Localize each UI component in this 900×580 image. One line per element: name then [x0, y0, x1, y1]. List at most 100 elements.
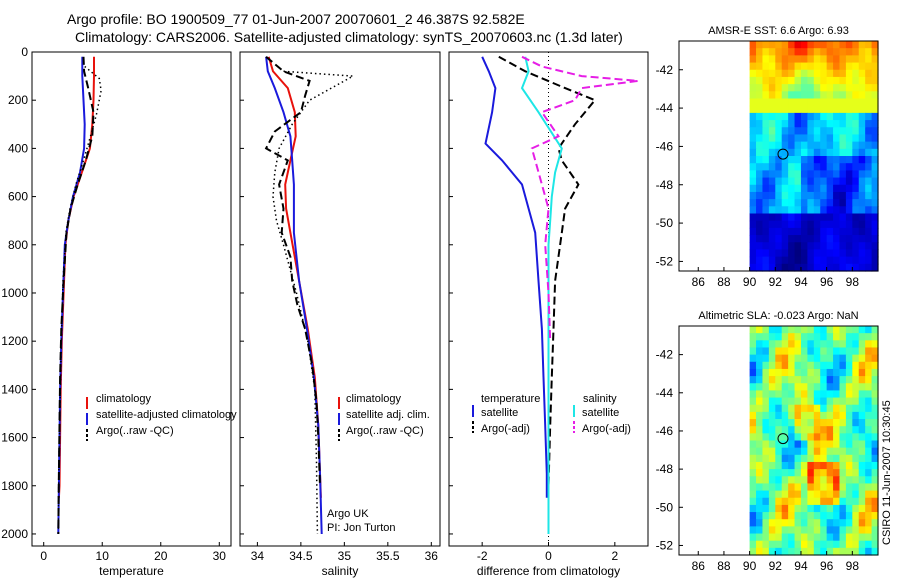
sla-cell: [871, 368, 879, 377]
argo-float-marker: [777, 148, 789, 160]
sla-cell: [807, 519, 815, 527]
sst-cell: [749, 249, 757, 258]
sla-cell: [852, 440, 860, 449]
sla-cell: [858, 426, 866, 434]
sst-cell: [826, 69, 834, 78]
sla-cell: [788, 390, 796, 399]
sla-cell: [858, 383, 866, 392]
sst-cell: [807, 249, 815, 258]
sla-cell: [768, 354, 776, 363]
sst-cell: [833, 62, 841, 71]
sla-cell: [775, 440, 783, 449]
sst-cell: [788, 84, 796, 92]
sst-cell: [775, 134, 783, 143]
sst-cell: [858, 249, 866, 258]
sla-cell: [833, 340, 841, 349]
sla-cell: [839, 326, 847, 334]
sla-cell: [858, 340, 866, 349]
sst-cell: [852, 76, 860, 85]
sla-cell: [845, 547, 853, 556]
sst-cell: [826, 148, 834, 157]
sst-cell: [871, 148, 879, 157]
sla-cell: [749, 433, 757, 442]
sst-cell: [768, 170, 776, 179]
sla-cell: [768, 533, 776, 542]
sst-cell: [826, 48, 834, 56]
sst-cell: [756, 156, 764, 164]
sst-cell: [871, 76, 879, 85]
lat-tick-label: -44: [656, 101, 674, 115]
sst-cell: [807, 191, 815, 200]
sla-map-panel: -42 -44 -46 -48 -50 -52 86 88 90 92 94 96 98 Altimetr…: [656, 310, 879, 573]
sst-cell: [768, 156, 776, 164]
sla-cell: [852, 333, 860, 341]
sla-cell: [807, 490, 815, 499]
sla-cell: [775, 512, 783, 520]
sst-cell: [871, 134, 879, 143]
sla-cell: [749, 426, 757, 434]
sst-cell: [756, 105, 764, 114]
sla-cell: [871, 390, 879, 399]
temperature-legend: climatology satellite-adjusted climatolo…: [86, 393, 237, 441]
sst-cell: [775, 148, 783, 157]
sla-cell: [781, 490, 789, 499]
sla-cell: [858, 440, 866, 449]
sst-cell: [768, 263, 776, 272]
sla-cell: [845, 519, 853, 527]
sla-cell: [775, 411, 783, 420]
lat-tick-label: -42: [656, 63, 674, 77]
sst-cell: [800, 91, 808, 100]
sst-cell: [858, 120, 866, 128]
sla-cell: [852, 504, 860, 513]
sst-cell: [749, 48, 757, 56]
sla-cell: [762, 533, 770, 542]
sst-cell: [833, 163, 841, 171]
sla-cell: [762, 347, 770, 356]
sst-cell: [749, 256, 757, 265]
sla-cell: [820, 354, 828, 363]
sla-cell: [768, 483, 776, 492]
sla-cell: [839, 447, 847, 456]
sst-cell: [865, 48, 873, 56]
sla-cell: [807, 347, 815, 356]
argo-float-marker: [777, 433, 789, 445]
sst-cell: [871, 206, 879, 215]
sst-cell: [794, 263, 802, 272]
sst-cell: [749, 112, 757, 121]
sst-cell: [762, 170, 770, 179]
sst-cell: [781, 55, 789, 64]
sla-cell: [800, 490, 808, 499]
sst-cell: [865, 84, 873, 92]
y-tick-label: 1200: [1, 334, 28, 348]
sla-cell: [768, 340, 776, 349]
sla-cell: [813, 368, 821, 377]
sla-cell: [781, 390, 789, 399]
sst-cell: [820, 84, 828, 92]
sst-cell: [781, 62, 789, 71]
sla-cell: [756, 419, 764, 427]
sla-cell: [781, 419, 789, 427]
sla-cell: [871, 340, 879, 349]
sla-cell: [788, 469, 796, 477]
sst-cell: [813, 206, 821, 215]
sla-cell: [845, 361, 853, 370]
sla-cell: [768, 361, 776, 370]
sst-cell: [794, 76, 802, 85]
sla-cell: [826, 504, 834, 513]
sla-cell: [839, 454, 847, 463]
sla-cell: [833, 512, 841, 520]
sla-cell: [781, 497, 789, 506]
sst-cell: [775, 242, 783, 251]
legend-argo-label: Argo(..raw -QC): [346, 425, 424, 437]
sst-cell: [813, 227, 821, 236]
sla-cell: [865, 490, 873, 499]
sla-cell: [788, 426, 796, 434]
sla-cell: [852, 361, 860, 370]
sla-cell: [871, 397, 879, 406]
sla-cell: [813, 411, 821, 420]
sst-cell: [839, 62, 847, 71]
sla-cell: [781, 411, 789, 420]
sla-cell: [826, 512, 834, 520]
sla-cell: [756, 426, 764, 434]
y-tick-label: 0: [21, 45, 28, 59]
